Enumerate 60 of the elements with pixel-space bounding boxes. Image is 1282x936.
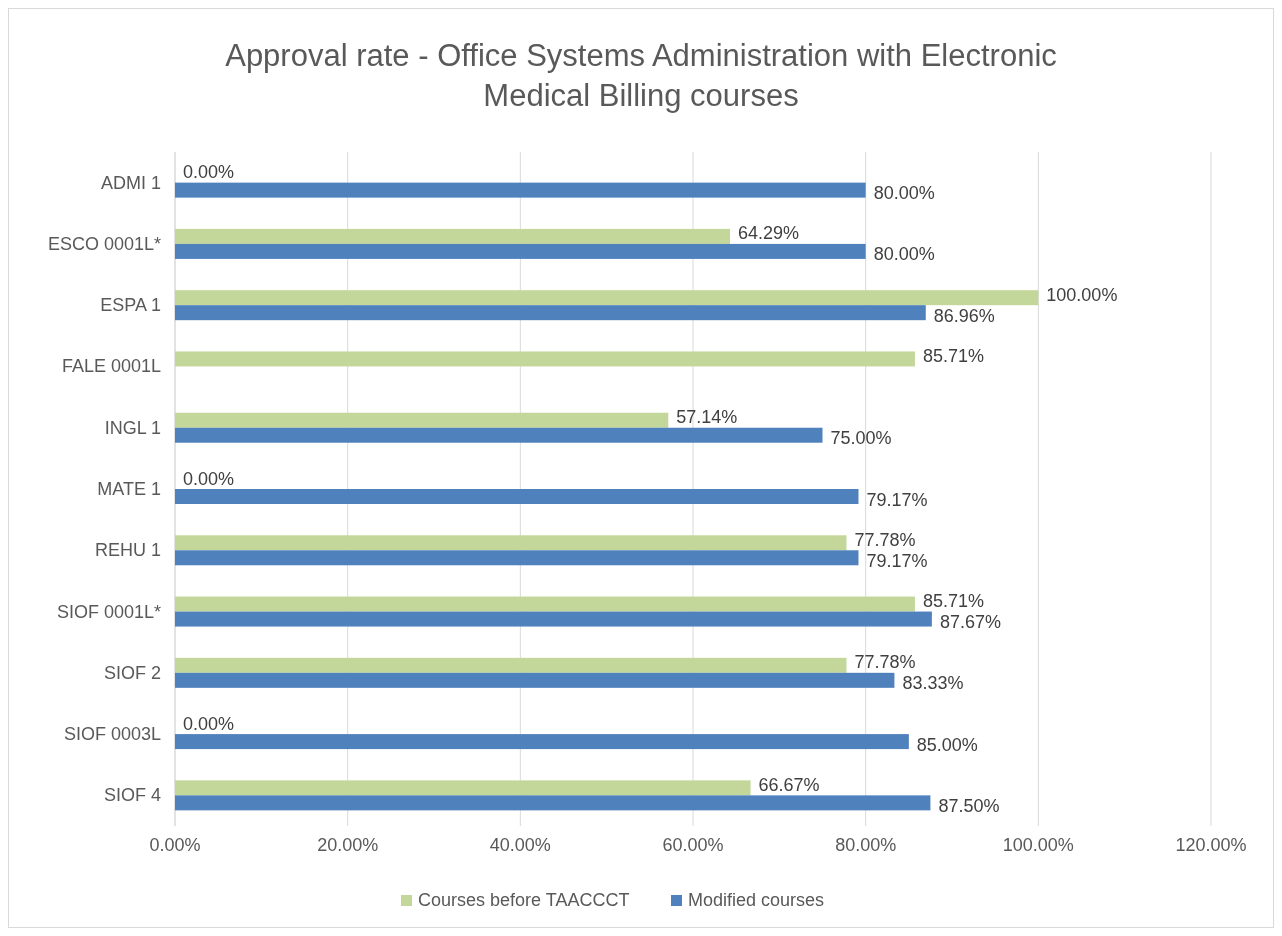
data-label: 64.29%: [738, 223, 800, 244]
data-label: 0.00%: [183, 468, 235, 489]
data-label: 77.78%: [854, 529, 916, 550]
y-tick-label: INGL 1: [104, 417, 161, 438]
x-tick-label: 40.00%: [489, 835, 551, 855]
data-label: 79.17%: [866, 550, 928, 571]
bar: [175, 305, 926, 321]
x-tick-label: 120.00%: [1175, 835, 1247, 855]
data-label: 87.67%: [939, 612, 1001, 633]
data-label: 83.33%: [902, 673, 964, 694]
y-tick-label: ESCO 0001L*: [47, 233, 161, 254]
x-tick-label: 0.00%: [149, 835, 201, 855]
data-label: 77.78%: [854, 652, 916, 673]
bar: [175, 489, 859, 504]
data-label: 86.96%: [933, 305, 995, 326]
data-label: 85.00%: [916, 734, 978, 755]
bar: [175, 611, 932, 627]
data-label: 85.71%: [922, 591, 985, 612]
y-tick-label: FALE 0001L: [61, 356, 161, 377]
y-tick-label: ADMI 1: [100, 172, 161, 193]
x-tick-label: 100.00%: [1002, 835, 1074, 855]
bar: [175, 351, 915, 367]
x-tick-label: 60.00%: [662, 835, 724, 855]
legend-label: Modified courses: [688, 890, 825, 910]
bar: [175, 427, 823, 443]
bar: [175, 228, 731, 244]
data-label: 66.67%: [758, 774, 820, 795]
data-label: 80.00%: [873, 183, 935, 204]
chart-title: Approval rate - Office Systems Administration with Electronic Medical Billing courses: [225, 38, 1057, 113]
bar: [175, 596, 915, 612]
data-label: 79.17%: [866, 489, 928, 510]
data-label: 0.00%: [183, 713, 235, 734]
bar: [175, 734, 909, 750]
y-tick-label: SIOF 4: [103, 785, 161, 806]
data-label: 87.50%: [938, 795, 1000, 816]
data-label: 80.00%: [873, 244, 935, 265]
bar: [175, 290, 1039, 306]
y-tick-label: SIOF 2: [103, 662, 161, 683]
x-tick-label: 80.00%: [835, 835, 897, 855]
data-label: 100.00%: [1046, 284, 1118, 305]
data-label: 75.00%: [830, 428, 892, 449]
bar: [175, 243, 866, 259]
x-tick-label: 20.00%: [317, 835, 379, 855]
y-tick-label: MATE 1: [97, 479, 161, 499]
bar: [175, 780, 751, 796]
data-label: 0.00%: [183, 162, 235, 183]
y-tick-label: SIOF 0001L*: [56, 601, 161, 622]
bar: [175, 182, 866, 198]
y-tick-label: REHU 1: [94, 540, 161, 561]
legend-label: Courses before TAACCCT: [418, 890, 630, 910]
y-tick-label: SIOF 0003L: [63, 724, 161, 745]
bar: [175, 657, 847, 673]
bar: [175, 550, 859, 566]
bar: [175, 412, 669, 428]
bar: [175, 795, 931, 811]
data-label: 57.14%: [676, 407, 738, 428]
bar: [175, 672, 895, 688]
y-tick-label: ESPA 1: [100, 295, 161, 316]
data-label: 85.71%: [922, 345, 985, 366]
bar: [175, 535, 847, 551]
